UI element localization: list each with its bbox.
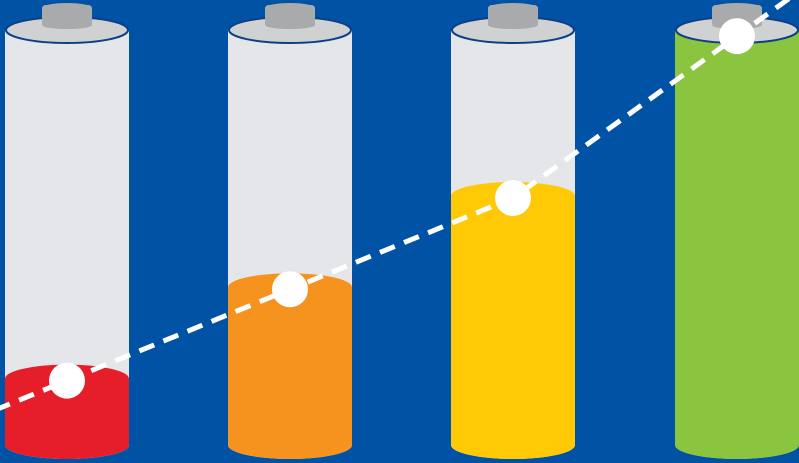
battery-charge-fill: [5, 364, 129, 459]
battery-cap-front: [488, 5, 538, 27]
charge-level-marker: [719, 18, 755, 55]
battery-charge-fill: [451, 182, 575, 459]
battery-charge-fill: [675, 20, 799, 460]
battery-charge-fill: [228, 273, 352, 459]
charge-level-marker: [49, 362, 85, 399]
charge-level-marker: [272, 271, 308, 308]
battery-cap-base: [488, 21, 538, 29]
battery-cap-base: [42, 21, 92, 29]
charge-level-marker: [495, 180, 531, 216]
battery-cap-front: [42, 5, 92, 27]
battery-cap-front: [712, 5, 762, 27]
battery-cap-base: [265, 21, 315, 29]
battery-body: [5, 30, 129, 459]
battery-cap-front: [265, 5, 315, 27]
